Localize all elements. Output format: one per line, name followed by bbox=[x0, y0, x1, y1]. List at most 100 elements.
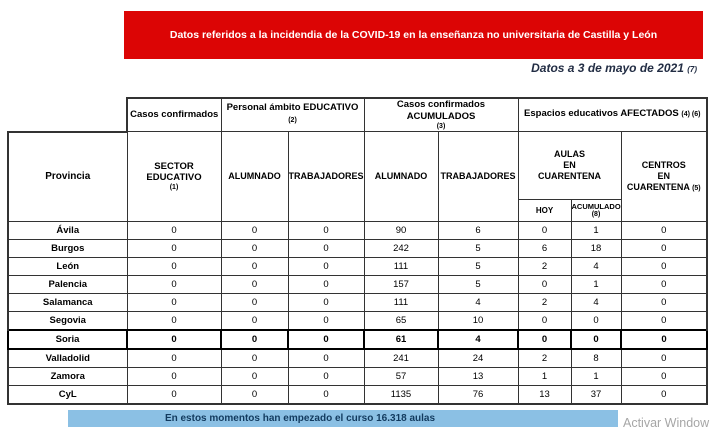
col-header-sector-educativo: SECTOR EDUCATIVO (1) bbox=[126, 131, 222, 223]
date-note: (7) bbox=[687, 65, 697, 74]
value-cell: 0 bbox=[220, 348, 289, 369]
aulas-line1: AULAS bbox=[554, 148, 585, 159]
banner-title: Datos referidos a la incidendia de la CO… bbox=[169, 29, 658, 41]
value-cell: 0 bbox=[620, 221, 708, 241]
value-cell: 0 bbox=[220, 275, 289, 295]
value-cell: 2 bbox=[517, 293, 572, 313]
value-cell: 0 bbox=[570, 329, 622, 351]
value-cell: 0 bbox=[220, 239, 289, 259]
value-cell: 4 bbox=[437, 329, 519, 351]
value-cell: 0 bbox=[517, 275, 572, 295]
value-cell: 2 bbox=[517, 257, 572, 277]
value-cell: 242 bbox=[363, 239, 439, 259]
group-espacios-label: Espacios educativos AFECTADOS bbox=[524, 108, 679, 120]
value-cell: 111 bbox=[363, 293, 439, 313]
acumulado-note: (8) bbox=[591, 211, 601, 219]
table-row: Burgos 0 0 0 242 5 6 18 0 bbox=[7, 239, 708, 259]
value-cell: 111 bbox=[363, 257, 439, 277]
value-cell: 37 bbox=[570, 385, 622, 406]
value-cell: 0 bbox=[126, 329, 222, 351]
value-cell: 0 bbox=[620, 311, 708, 331]
value-cell: 0 bbox=[126, 348, 222, 369]
province-cell: Ávila bbox=[7, 221, 128, 241]
covid-table: Casos confirmados Personal ámbito EDUCAT… bbox=[7, 97, 708, 406]
group-acumulados: Casos confirmados ACUMULADOS (3) bbox=[363, 97, 519, 133]
value-cell: 241 bbox=[363, 348, 439, 369]
col-header-trabajadores-personal: TRABAJADORES bbox=[287, 131, 365, 223]
value-cell: 0 bbox=[126, 239, 222, 259]
value-cell: 0 bbox=[220, 311, 289, 331]
col-header-aulas-cuarentena: AULAS EN CUARENTENA bbox=[517, 131, 622, 201]
centros-line1: CENTROS bbox=[641, 159, 686, 170]
province-cell: León bbox=[7, 257, 128, 277]
empty-corner-cell bbox=[8, 98, 127, 132]
table-row: León 0 0 0 111 5 2 4 0 bbox=[7, 257, 708, 277]
sector-label: SECTOR EDUCATIVO bbox=[146, 160, 202, 184]
value-cell: 6 bbox=[517, 239, 572, 259]
value-cell: 4 bbox=[570, 257, 622, 277]
table-body: Ávila 0 0 0 90 6 0 1 0 Burgos 0 0 0 242 5 6 18 0 León 0 0 0 11… bbox=[7, 221, 708, 406]
value-cell: 0 bbox=[620, 329, 708, 351]
acumulado-label: ACUMULADO bbox=[571, 201, 621, 211]
value-cell: 0 bbox=[287, 329, 365, 351]
value-cell: 1 bbox=[570, 221, 622, 241]
provincia-label: Provincia bbox=[45, 170, 91, 182]
value-cell: 1135 bbox=[363, 385, 439, 406]
value-cell: 0 bbox=[620, 275, 708, 295]
value-cell: 0 bbox=[287, 239, 365, 259]
value-cell: 0 bbox=[220, 293, 289, 313]
table-row: Valladolid 0 0 0 241 24 2 8 0 bbox=[7, 348, 708, 369]
value-cell: 24 bbox=[437, 348, 519, 369]
col-header-hoy: HOY bbox=[517, 199, 572, 223]
value-cell: 0 bbox=[570, 311, 622, 331]
value-cell: 0 bbox=[220, 329, 289, 351]
value-cell: 0 bbox=[620, 367, 708, 387]
table-row-highlighted: Soria 0 0 0 61 4 0 0 0 bbox=[7, 329, 708, 351]
province-cell: Segovia bbox=[7, 311, 128, 331]
table-row: Palencia 0 0 0 157 5 0 1 0 bbox=[7, 275, 708, 295]
table-row: Zamora 0 0 0 57 13 1 1 0 bbox=[7, 367, 708, 387]
value-cell: 0 bbox=[287, 293, 365, 313]
value-cell: 5 bbox=[437, 275, 519, 295]
group-casos-label: Casos confirmados bbox=[130, 109, 219, 121]
value-cell: 157 bbox=[363, 275, 439, 295]
value-cell: 65 bbox=[363, 311, 439, 331]
province-cell: Soria bbox=[7, 329, 128, 351]
province-cell: Zamora bbox=[7, 367, 128, 387]
alumnado-label: ALUMNADO bbox=[228, 171, 281, 182]
group-casos-confirmados: Casos confirmados bbox=[126, 97, 222, 133]
aulas-line3: CUARENTENA bbox=[538, 171, 601, 182]
value-cell: 2 bbox=[517, 348, 572, 369]
value-cell: 5 bbox=[437, 257, 519, 277]
aulas-line2: EN bbox=[563, 160, 576, 171]
sector-note: (1) bbox=[169, 184, 179, 192]
value-cell: 0 bbox=[620, 257, 708, 277]
value-cell: 0 bbox=[287, 221, 365, 241]
value-cell: 0 bbox=[620, 239, 708, 259]
value-cell: 13 bbox=[517, 385, 572, 406]
col-header-acumulado: ACUMULADO (8) bbox=[570, 199, 622, 223]
value-cell: 76 bbox=[437, 385, 519, 406]
value-cell: 0 bbox=[126, 221, 222, 241]
value-cell: 1 bbox=[570, 275, 622, 295]
group-personal-label: Personal ámbito EDUCATIVO bbox=[226, 102, 359, 114]
group-espacios-note: (4) (6) bbox=[681, 111, 701, 119]
value-cell: 0 bbox=[126, 293, 222, 313]
value-cell: 0 bbox=[287, 348, 365, 369]
trabajadores-acum-label: TRABAJADORES bbox=[440, 171, 516, 182]
value-cell: 0 bbox=[220, 221, 289, 241]
table-row: Salamanca 0 0 0 111 4 2 4 0 bbox=[7, 293, 708, 313]
trabajadores-label: TRABAJADORES bbox=[288, 171, 364, 182]
activate-windows-watermark: Activar Window bbox=[623, 416, 710, 430]
value-cell: 0 bbox=[287, 275, 365, 295]
value-cell: 13 bbox=[437, 367, 519, 387]
centros-line3: CUARENTENA bbox=[626, 182, 690, 193]
province-cell: Salamanca bbox=[7, 293, 128, 313]
province-cell: Burgos bbox=[7, 239, 128, 259]
col-header-trabajadores-acumulados: TRABAJADORES bbox=[437, 131, 519, 223]
group-espacios: Espacios educativos AFECTADOS (4) (6) bbox=[517, 97, 708, 133]
value-cell: 0 bbox=[220, 367, 289, 387]
value-cell: 8 bbox=[570, 348, 622, 369]
value-cell: 0 bbox=[126, 257, 222, 277]
